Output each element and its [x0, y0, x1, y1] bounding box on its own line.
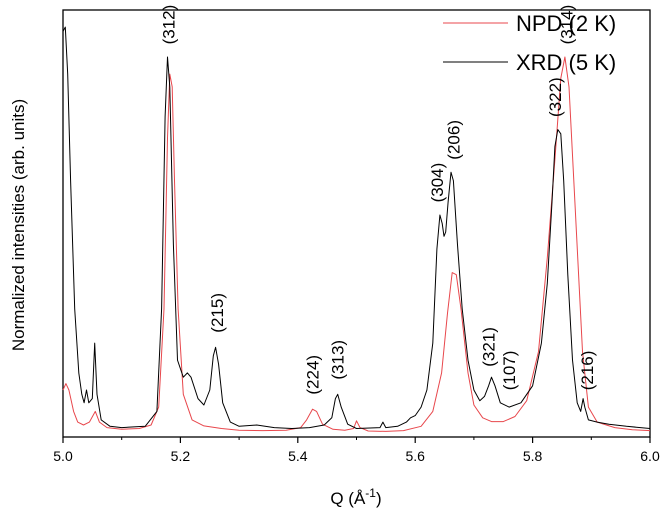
x-tick-label: 6.0: [640, 448, 660, 464]
peak-label: (313): [329, 340, 348, 380]
y-axis-title: Normalized intensities (arb. units): [9, 99, 28, 351]
series-layer: [62, 26, 651, 432]
peak-label: (107): [500, 351, 519, 391]
x-tick-label: 5.2: [171, 448, 191, 464]
peak-annotations: (312) (215) (224) (313) (304) (206) (321)(107)…: [160, 5, 598, 395]
peak-label: (215): [208, 293, 227, 333]
peak-label: (321): [480, 327, 499, 367]
peak-label: (216): [578, 351, 597, 391]
x-tick-label: 5.0: [53, 448, 73, 464]
x-axis-title-superscript: -1: [365, 486, 376, 500]
x-axis-title: Q (Å-1): [330, 486, 381, 508]
peak-label: (304): [428, 163, 447, 203]
x-axis-ticks: 5.0 5.2 5.4 5.6 5.8 6.0: [53, 437, 660, 464]
x-tick-label: 5.8: [523, 448, 543, 464]
legend-label-xrd: XRD (5 K): [516, 50, 616, 75]
x-axis-title-close: ): [376, 489, 382, 508]
x-tick-label: 5.6: [405, 448, 425, 464]
series-line-1: [62, 26, 651, 429]
series-line-0: [62, 56, 651, 432]
peak-label: (206): [444, 120, 463, 160]
peak-label: (322): [546, 77, 565, 117]
legend: NPD (2 K) XRD (5 K): [443, 11, 616, 75]
peak-label: (312): [160, 5, 179, 45]
x-axis-title-text: Q (Å: [330, 489, 366, 508]
x-tick-label: 5.4: [288, 448, 308, 464]
peak-label: (314): [558, 5, 577, 45]
peak-label: (224): [304, 355, 323, 395]
legend-label-npd: NPD (2 K): [516, 11, 616, 36]
